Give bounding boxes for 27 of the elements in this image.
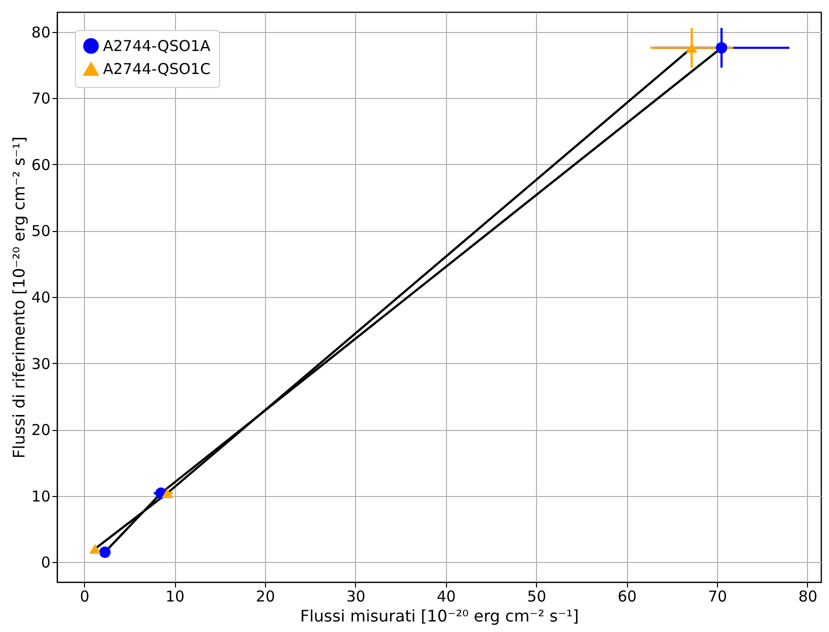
x-tick-label: 60 bbox=[618, 588, 637, 606]
point bbox=[162, 488, 174, 498]
point bbox=[686, 42, 698, 53]
x-tick-label: 40 bbox=[436, 588, 456, 606]
y-tick-label: 10 bbox=[31, 487, 50, 506]
y-tick-label: 40 bbox=[31, 288, 50, 306]
y-tick-label: 80 bbox=[31, 23, 50, 42]
legend-label: A2744-QSO1C bbox=[103, 60, 211, 78]
legend-label: A2744-QSO1A bbox=[103, 37, 212, 55]
y-tick-label: 20 bbox=[31, 421, 50, 440]
x-tick-label: 0 bbox=[80, 588, 90, 606]
x-tick-label: 20 bbox=[256, 588, 275, 606]
x-tick-label: 70 bbox=[708, 588, 728, 606]
x-tick-label: 30 bbox=[346, 588, 366, 606]
y-tick-label: 30 bbox=[31, 354, 50, 373]
point bbox=[89, 544, 101, 554]
y-tick-label: 60 bbox=[31, 156, 50, 174]
x-tick-label: 80 bbox=[798, 588, 818, 606]
y-tick-label: 0 bbox=[40, 554, 50, 572]
y-tick-label: 50 bbox=[31, 222, 50, 240]
point bbox=[99, 546, 111, 558]
y-axis-title: Flussi di riferimento [10⁻²⁰ erg cm⁻² s⁻¹] bbox=[9, 136, 28, 459]
y-tick-label: 70 bbox=[31, 90, 50, 108]
x-axis-title: Flussi misurati [10⁻²⁰ erg cm⁻² s⁻¹] bbox=[300, 606, 579, 626]
point bbox=[716, 42, 728, 54]
x-tick-label: 50 bbox=[527, 588, 546, 606]
x-tick-label: 10 bbox=[165, 588, 185, 606]
